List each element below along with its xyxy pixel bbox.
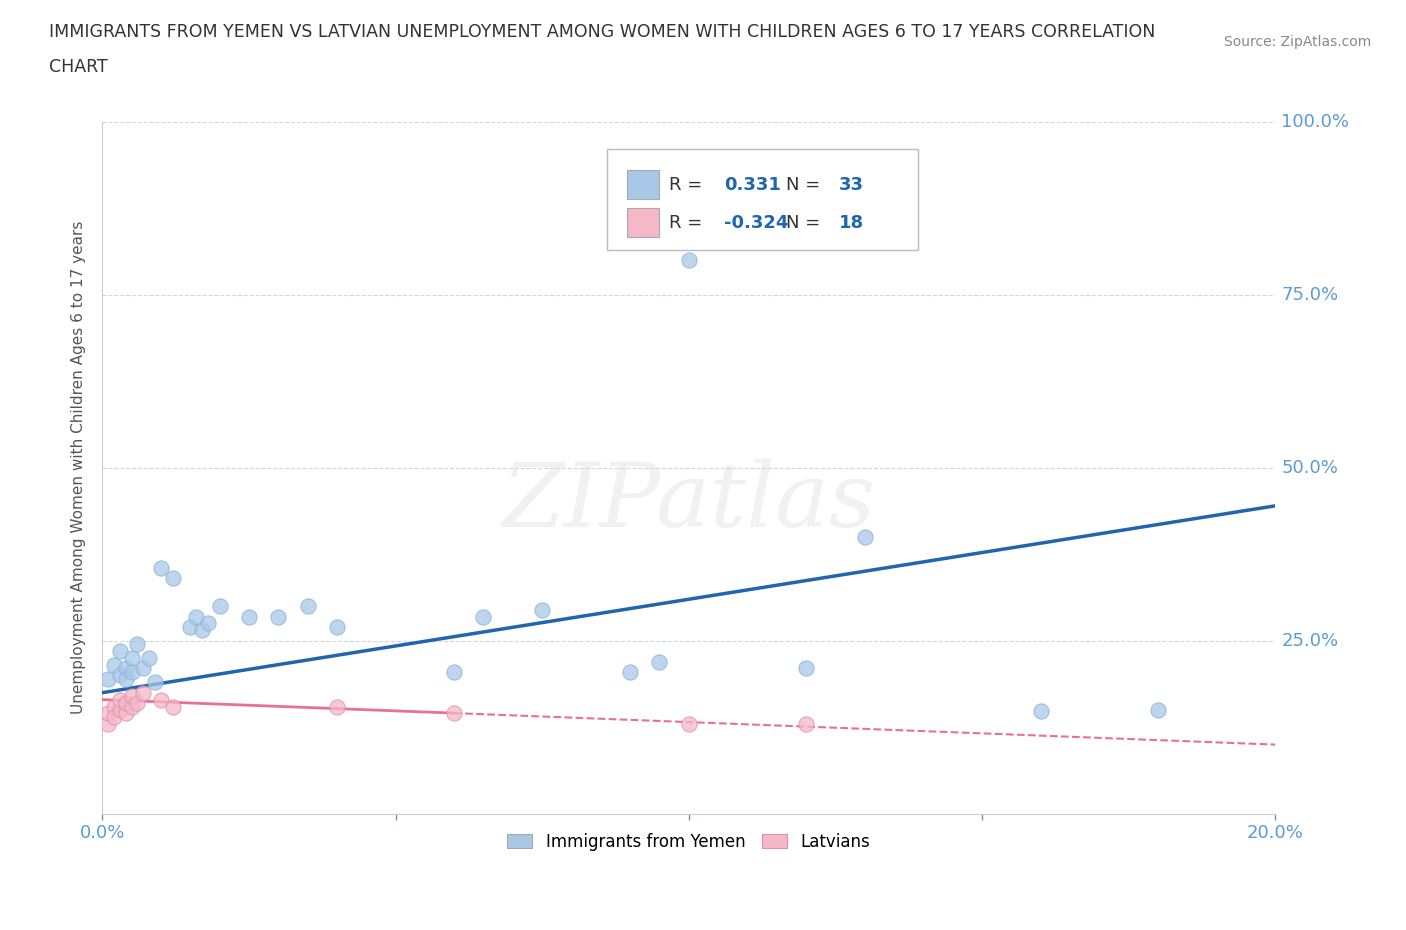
- Text: ZIPatlas: ZIPatlas: [502, 458, 876, 546]
- Point: [103, 699, 125, 714]
- Text: N =: N =: [786, 176, 827, 193]
- Point: [108, 692, 131, 707]
- Text: N =: N =: [786, 214, 827, 232]
- Point: [132, 661, 155, 676]
- Point: [127, 696, 149, 711]
- Text: 0.331: 0.331: [724, 176, 780, 193]
- Point: [443, 665, 465, 680]
- Point: [103, 658, 125, 672]
- Point: [162, 571, 184, 586]
- Point: [853, 529, 876, 544]
- Point: [97, 716, 120, 731]
- Point: [121, 665, 143, 680]
- Text: 33: 33: [839, 176, 863, 193]
- Point: [108, 668, 131, 683]
- Point: [531, 603, 554, 618]
- Text: 25.0%: 25.0%: [1281, 631, 1339, 650]
- Point: [326, 699, 349, 714]
- Point: [184, 609, 207, 624]
- Point: [138, 651, 160, 666]
- Point: [121, 651, 143, 666]
- Text: 18: 18: [839, 214, 865, 232]
- Point: [678, 253, 700, 268]
- Point: [114, 661, 136, 676]
- Point: [1029, 704, 1052, 719]
- Point: [103, 710, 125, 724]
- FancyBboxPatch shape: [627, 170, 659, 199]
- Point: [648, 654, 671, 669]
- FancyBboxPatch shape: [606, 150, 918, 249]
- Point: [143, 675, 166, 690]
- Point: [127, 637, 149, 652]
- Text: 50.0%: 50.0%: [1281, 458, 1339, 477]
- Point: [114, 696, 136, 711]
- Point: [132, 685, 155, 700]
- Point: [443, 706, 465, 721]
- Point: [108, 702, 131, 717]
- Text: Source: ZipAtlas.com: Source: ZipAtlas.com: [1223, 35, 1371, 49]
- Point: [191, 623, 214, 638]
- Point: [114, 706, 136, 721]
- Point: [678, 716, 700, 731]
- Point: [149, 561, 172, 576]
- Point: [121, 689, 143, 704]
- Point: [619, 665, 641, 680]
- Point: [97, 671, 120, 686]
- Point: [162, 699, 184, 714]
- Point: [326, 619, 349, 634]
- Text: 75.0%: 75.0%: [1281, 286, 1339, 304]
- Point: [149, 692, 172, 707]
- Point: [472, 609, 495, 624]
- Text: 100.0%: 100.0%: [1281, 113, 1350, 130]
- Point: [114, 671, 136, 686]
- Point: [794, 661, 817, 676]
- Text: IMMIGRANTS FROM YEMEN VS LATVIAN UNEMPLOYMENT AMONG WOMEN WITH CHILDREN AGES 6 T: IMMIGRANTS FROM YEMEN VS LATVIAN UNEMPLO…: [49, 23, 1156, 41]
- FancyBboxPatch shape: [627, 208, 659, 237]
- Point: [108, 644, 131, 658]
- Y-axis label: Unemployment Among Women with Children Ages 6 to 17 years: Unemployment Among Women with Children A…: [72, 221, 86, 714]
- Point: [238, 609, 260, 624]
- Point: [794, 716, 817, 731]
- Text: R =: R =: [669, 214, 707, 232]
- Point: [121, 699, 143, 714]
- Text: CHART: CHART: [49, 58, 108, 75]
- Point: [1147, 702, 1170, 717]
- Point: [267, 609, 290, 624]
- Point: [297, 599, 319, 614]
- Point: [97, 706, 120, 721]
- Legend: Immigrants from Yemen, Latvians: Immigrants from Yemen, Latvians: [501, 826, 877, 857]
- Text: -0.324: -0.324: [724, 214, 789, 232]
- Text: R =: R =: [669, 176, 707, 193]
- Point: [208, 599, 231, 614]
- Point: [179, 619, 201, 634]
- Point: [197, 616, 219, 631]
